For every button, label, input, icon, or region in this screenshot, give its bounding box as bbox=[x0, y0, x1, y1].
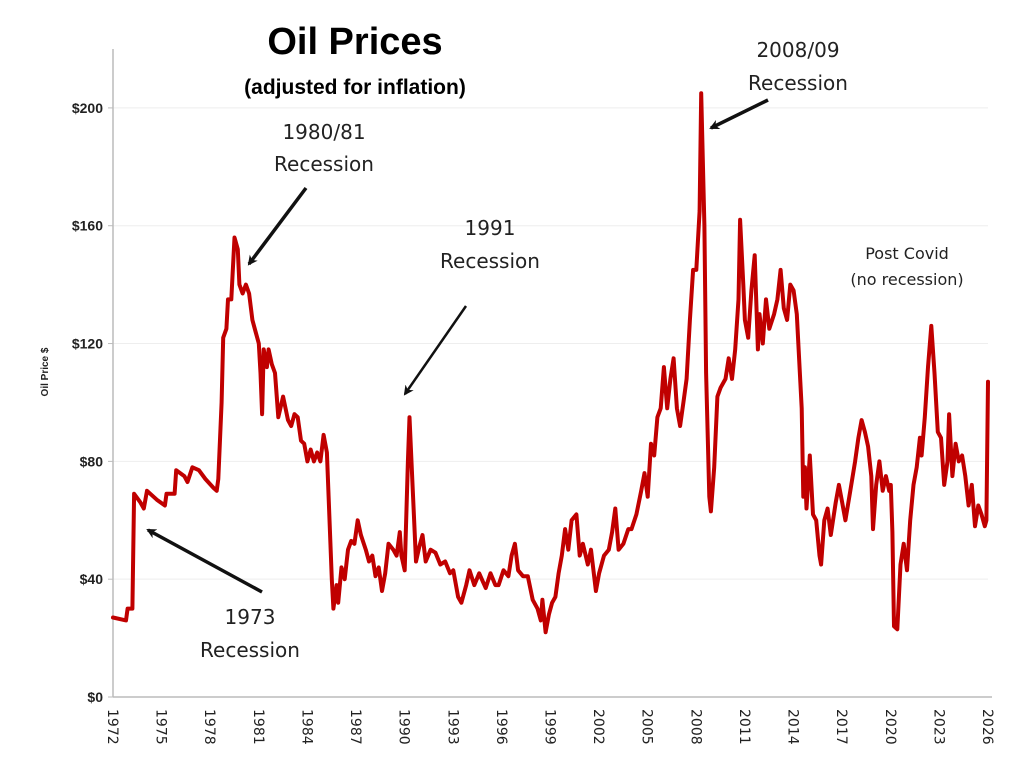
annotation-1973: 1973 Recession bbox=[146, 528, 300, 662]
arrow-1980 bbox=[247, 186, 308, 266]
x-tick-label: 2023 bbox=[930, 709, 946, 745]
y-tick-label: $160 bbox=[72, 218, 103, 234]
x-tick-label: 1975 bbox=[153, 709, 169, 745]
x-tick-label: 2017 bbox=[833, 709, 849, 745]
y-axis-label: Oil Price $ bbox=[40, 347, 51, 396]
x-tick-label: 1993 bbox=[444, 709, 460, 745]
x-tick-label: 1999 bbox=[542, 709, 558, 745]
annotation-2008-line1: 2008/09 bbox=[756, 38, 839, 62]
x-tick-label: 2002 bbox=[590, 709, 606, 745]
arrow-2008 bbox=[709, 98, 769, 130]
oil-price-line bbox=[111, 91, 990, 635]
x-tick-label: 2008 bbox=[687, 709, 703, 745]
annotation-1973-line2: Recession bbox=[200, 638, 300, 662]
x-tick-label: 2020 bbox=[882, 709, 898, 745]
annotation-post-covid: Post Covid (no recession) bbox=[850, 244, 963, 289]
chart-title: Oil Prices bbox=[267, 21, 442, 63]
y-tick-label: $200 bbox=[72, 100, 103, 116]
chart-subtitle: (adjusted for inflation) bbox=[244, 76, 466, 99]
annotation-2008-line2: Recession bbox=[748, 71, 848, 95]
x-tick-label: 2026 bbox=[979, 709, 995, 745]
annotation-1980-line1: 1980/81 bbox=[282, 120, 365, 144]
annotation-1991: 1991 Recession bbox=[403, 216, 540, 396]
y-tick-label: $0 bbox=[87, 689, 103, 705]
y-tick-label: $80 bbox=[80, 453, 104, 469]
x-tick-label: 1984 bbox=[298, 709, 314, 745]
x-tick-label: 2014 bbox=[785, 709, 801, 745]
y-tick-labels: $0 $40 $80 $120 $160 $200 bbox=[72, 100, 113, 705]
gridlines bbox=[113, 107, 988, 580]
annotation-1991-line1: 1991 bbox=[465, 216, 516, 240]
y-tick-label: $120 bbox=[72, 336, 103, 352]
x-tick-label: 1990 bbox=[396, 709, 412, 745]
x-tick-label: 2011 bbox=[736, 709, 752, 745]
x-tick-label: 1987 bbox=[347, 709, 363, 745]
y-tick-label: $40 bbox=[80, 571, 104, 587]
x-tick-label: 2005 bbox=[639, 709, 655, 745]
annotation-post-covid-line1: Post Covid bbox=[865, 244, 949, 263]
annotation-2008: 2008/09 Recession bbox=[709, 38, 848, 130]
arrow-1991 bbox=[403, 305, 468, 396]
annotation-post-covid-line2: (no recession) bbox=[850, 270, 963, 289]
arrow-1973 bbox=[146, 528, 263, 594]
x-tick-label: 1972 bbox=[104, 709, 120, 745]
x-tick-labels: 1972 1975 1978 1981 1984 1987 1990 1993 1996 1999… bbox=[104, 709, 995, 745]
annotation-1991-line2: Recession bbox=[440, 249, 540, 273]
x-tick-label: 1996 bbox=[493, 709, 509, 745]
x-tick-label: 1981 bbox=[250, 709, 266, 745]
annotation-1980: 1980/81 Recession bbox=[247, 120, 374, 266]
x-tick-label: 1978 bbox=[201, 709, 217, 745]
annotation-1973-line1: 1973 bbox=[225, 605, 276, 629]
annotation-1980-line2: Recession bbox=[274, 152, 374, 176]
